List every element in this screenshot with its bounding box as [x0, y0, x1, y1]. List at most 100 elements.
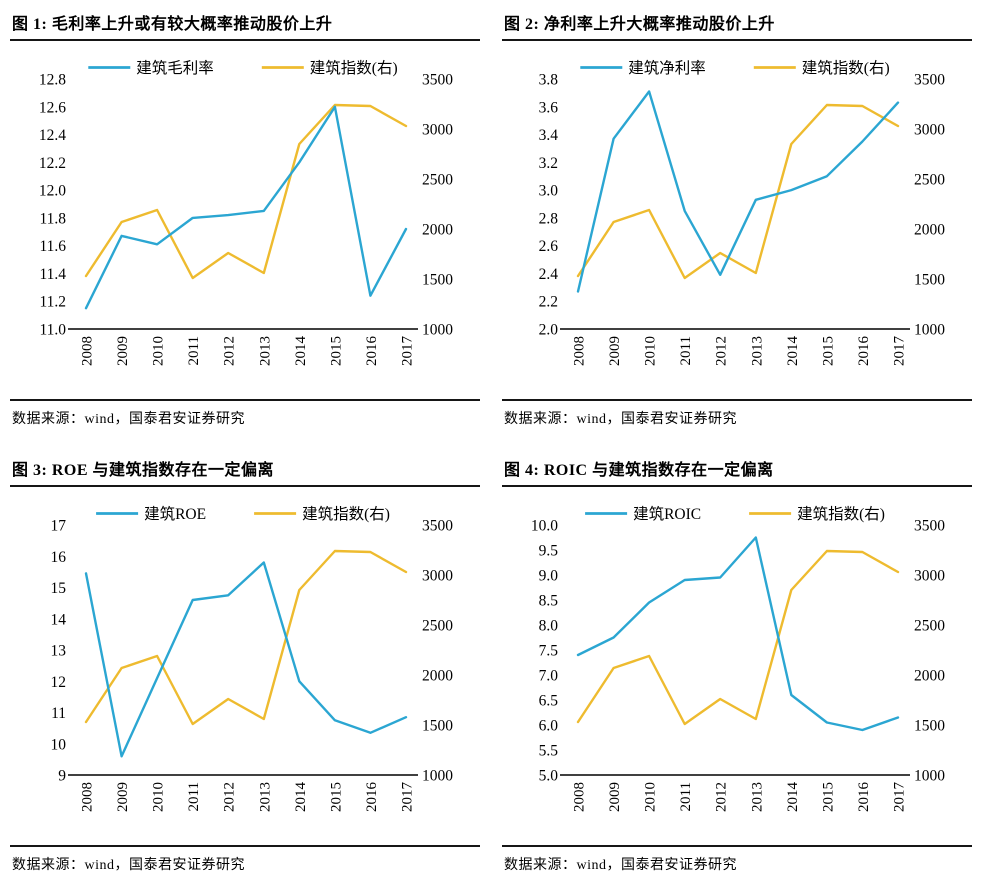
x-tick-label: 2008 — [80, 782, 96, 812]
legend-item: 建筑净利率 — [580, 59, 706, 77]
x-tick-label: 2013 — [257, 336, 273, 366]
left-axis-tick-label: 3.8 — [539, 72, 559, 89]
left-axis-tick-label: 12.8 — [39, 72, 66, 89]
x-tick-label: 2012 — [222, 782, 238, 812]
line-chart: 12.8 12.6 12.4 12.2 12.0 11.8 11.6 11.4 11.2 11.0… — [10, 43, 480, 399]
series-line-right — [84, 103, 408, 280]
right-axis-tick-label: 2000 — [914, 668, 945, 685]
x-tick-label: 2014 — [785, 782, 801, 813]
figure-title: 图 3: ROE 与建筑指数存在一定偏离 — [10, 454, 480, 487]
right-axis-tick-label: 3500 — [422, 518, 453, 535]
legend-item: 建筑毛利率 — [88, 59, 214, 77]
left-axis-tick-label: 14 — [51, 611, 67, 628]
right-axis-tick-label: 1000 — [914, 768, 945, 785]
source-note: 数据来源：wind，国泰君安证券研究 — [10, 399, 480, 428]
legend-label: 建筑指数(右) — [310, 59, 398, 77]
legend-item: 建筑指数(右) — [254, 505, 390, 523]
figure-panel-2: 图 2: 净利率上升大概率推动股价上升 3.8 3.6 3.4 3.2 3.0 2.8 2.… — [502, 8, 972, 428]
right-axis-tick-label: 3000 — [422, 568, 453, 585]
x-tick-label: 2009 — [607, 782, 623, 812]
right-axis-tick-label: 1500 — [422, 272, 453, 289]
series-line-right — [576, 103, 900, 280]
legend-label: 建筑ROIC — [633, 505, 701, 523]
legend-label: 建筑指数(右) — [797, 505, 885, 523]
right-axis-tick-label: 1500 — [914, 718, 945, 735]
x-tick-label: 2014 — [293, 336, 309, 367]
left-axis-tick-label: 15 — [51, 580, 67, 597]
right-axis-tick-label: 2000 — [422, 222, 453, 239]
x-tick-label: 2017 — [892, 782, 908, 813]
source-note: 数据来源：wind，国泰君安证券研究 — [10, 845, 480, 874]
x-tick-label: 2015 — [328, 336, 344, 366]
legend-label: 建筑指数(右) — [802, 59, 890, 77]
x-tick-label: 2017 — [400, 336, 416, 367]
x-tick-label: 2008 — [572, 336, 588, 366]
x-tick-label: 2013 — [749, 336, 765, 366]
left-axis-tick-label: 6.0 — [539, 718, 559, 735]
legend-item: 建筑ROE — [96, 505, 206, 523]
x-tick-label: 2012 — [714, 336, 730, 366]
x-tick-label: 2010 — [643, 782, 659, 812]
left-axis-tick-label: 13 — [51, 643, 67, 660]
line-chart: 10.0 9.5 9.0 8.5 8.0 7.5 7.0 6.5 6.0 5.5 5.0 3500 30… — [502, 489, 972, 845]
source-note: 数据来源：wind，国泰君安证券研究 — [502, 399, 972, 428]
source-note: 数据来源：wind，国泰君安证券研究 — [502, 845, 972, 874]
series-line-right — [84, 549, 408, 726]
legend-item: 建筑指数(右) — [261, 59, 398, 77]
right-axis-tick-label: 2500 — [914, 618, 945, 635]
series-line-left — [576, 536, 900, 732]
x-tick-label: 2016 — [856, 782, 872, 813]
figure-title: 图 2: 净利率上升大概率推动股价上升 — [502, 8, 972, 41]
left-axis-tick-label: 2.2 — [539, 294, 558, 311]
x-tick-label: 2010 — [643, 336, 659, 366]
x-tick-label: 2009 — [115, 782, 131, 812]
series-line-left — [84, 561, 408, 758]
right-axis-tick-label: 2000 — [422, 668, 453, 685]
x-tick-label: 2016 — [364, 336, 380, 367]
left-axis-tick-label: 11.0 — [39, 322, 66, 339]
x-tick-label: 2015 — [820, 782, 836, 812]
x-tick-label: 2012 — [714, 782, 730, 812]
left-axis-tick-label: 12 — [51, 674, 67, 691]
x-tick-label: 2015 — [328, 782, 344, 812]
left-axis-tick-label: 2.0 — [539, 322, 559, 339]
x-tick-label: 2008 — [572, 782, 588, 812]
x-tick-label: 2016 — [856, 336, 872, 367]
series-line-right — [576, 549, 900, 726]
figure-panel-1: 图 1: 毛利率上升或有较大概率推动股价上升 12.8 12.6 12.4 12.2 1… — [10, 8, 480, 428]
x-tick-label: 2013 — [257, 782, 273, 812]
x-tick-label: 2011 — [186, 782, 202, 811]
legend-item: 建筑指数(右) — [753, 59, 890, 77]
chart-canvas: 3.8 3.6 3.4 3.2 3.0 2.8 2.6 2.4 2.2 2.0 3500 3000 25… — [539, 59, 946, 367]
left-axis-tick-label: 8.0 — [539, 618, 559, 635]
left-axis-tick-label: 9.5 — [539, 543, 559, 560]
legend: 建筑毛利率 建筑指数(右) — [88, 59, 398, 77]
x-tick-label: 2016 — [364, 782, 380, 813]
x-tick-label: 2017 — [892, 336, 908, 367]
left-axis-tick-label: 16 — [51, 549, 67, 566]
right-axis-tick-label: 1500 — [914, 272, 945, 289]
right-axis-tick-label: 3500 — [914, 518, 945, 535]
left-axis-tick-label: 2.6 — [539, 238, 559, 255]
left-axis-tick-label: 2.8 — [539, 210, 559, 227]
left-axis-tick-label: 11.6 — [39, 238, 66, 255]
right-axis-tick-label: 1000 — [422, 768, 453, 785]
right-axis-tick-label: 2000 — [914, 222, 945, 239]
right-axis-tick-label: 2500 — [422, 172, 453, 189]
right-axis-tick-label: 1500 — [422, 718, 453, 735]
left-axis-tick-label: 10.0 — [531, 518, 558, 535]
x-tick-label: 2014 — [293, 782, 309, 813]
left-axis-tick-label: 5.0 — [539, 768, 559, 785]
figure-title: 图 4: ROIC 与建筑指数存在一定偏离 — [502, 454, 972, 487]
right-axis-tick-label: 3000 — [914, 122, 945, 139]
x-tick-label: 2010 — [151, 336, 167, 366]
legend: 建筑ROE 建筑指数(右) — [96, 505, 390, 523]
legend-label: 建筑指数(右) — [302, 505, 390, 523]
left-axis-tick-label: 11.8 — [39, 210, 66, 227]
legend-item: 建筑ROIC — [585, 505, 701, 523]
x-tick-label: 2008 — [80, 336, 96, 366]
figure-panel-4: 图 4: ROIC 与建筑指数存在一定偏离 10.0 9.5 9.0 8.5 8.0 7.… — [502, 454, 972, 874]
left-axis-tick-label: 11 — [51, 705, 66, 722]
left-axis-tick-label: 12.4 — [39, 127, 66, 144]
figure-panel-3: 图 3: ROE 与建筑指数存在一定偏离 17 16 15 14 13 12 11 10 9 35… — [10, 454, 480, 874]
